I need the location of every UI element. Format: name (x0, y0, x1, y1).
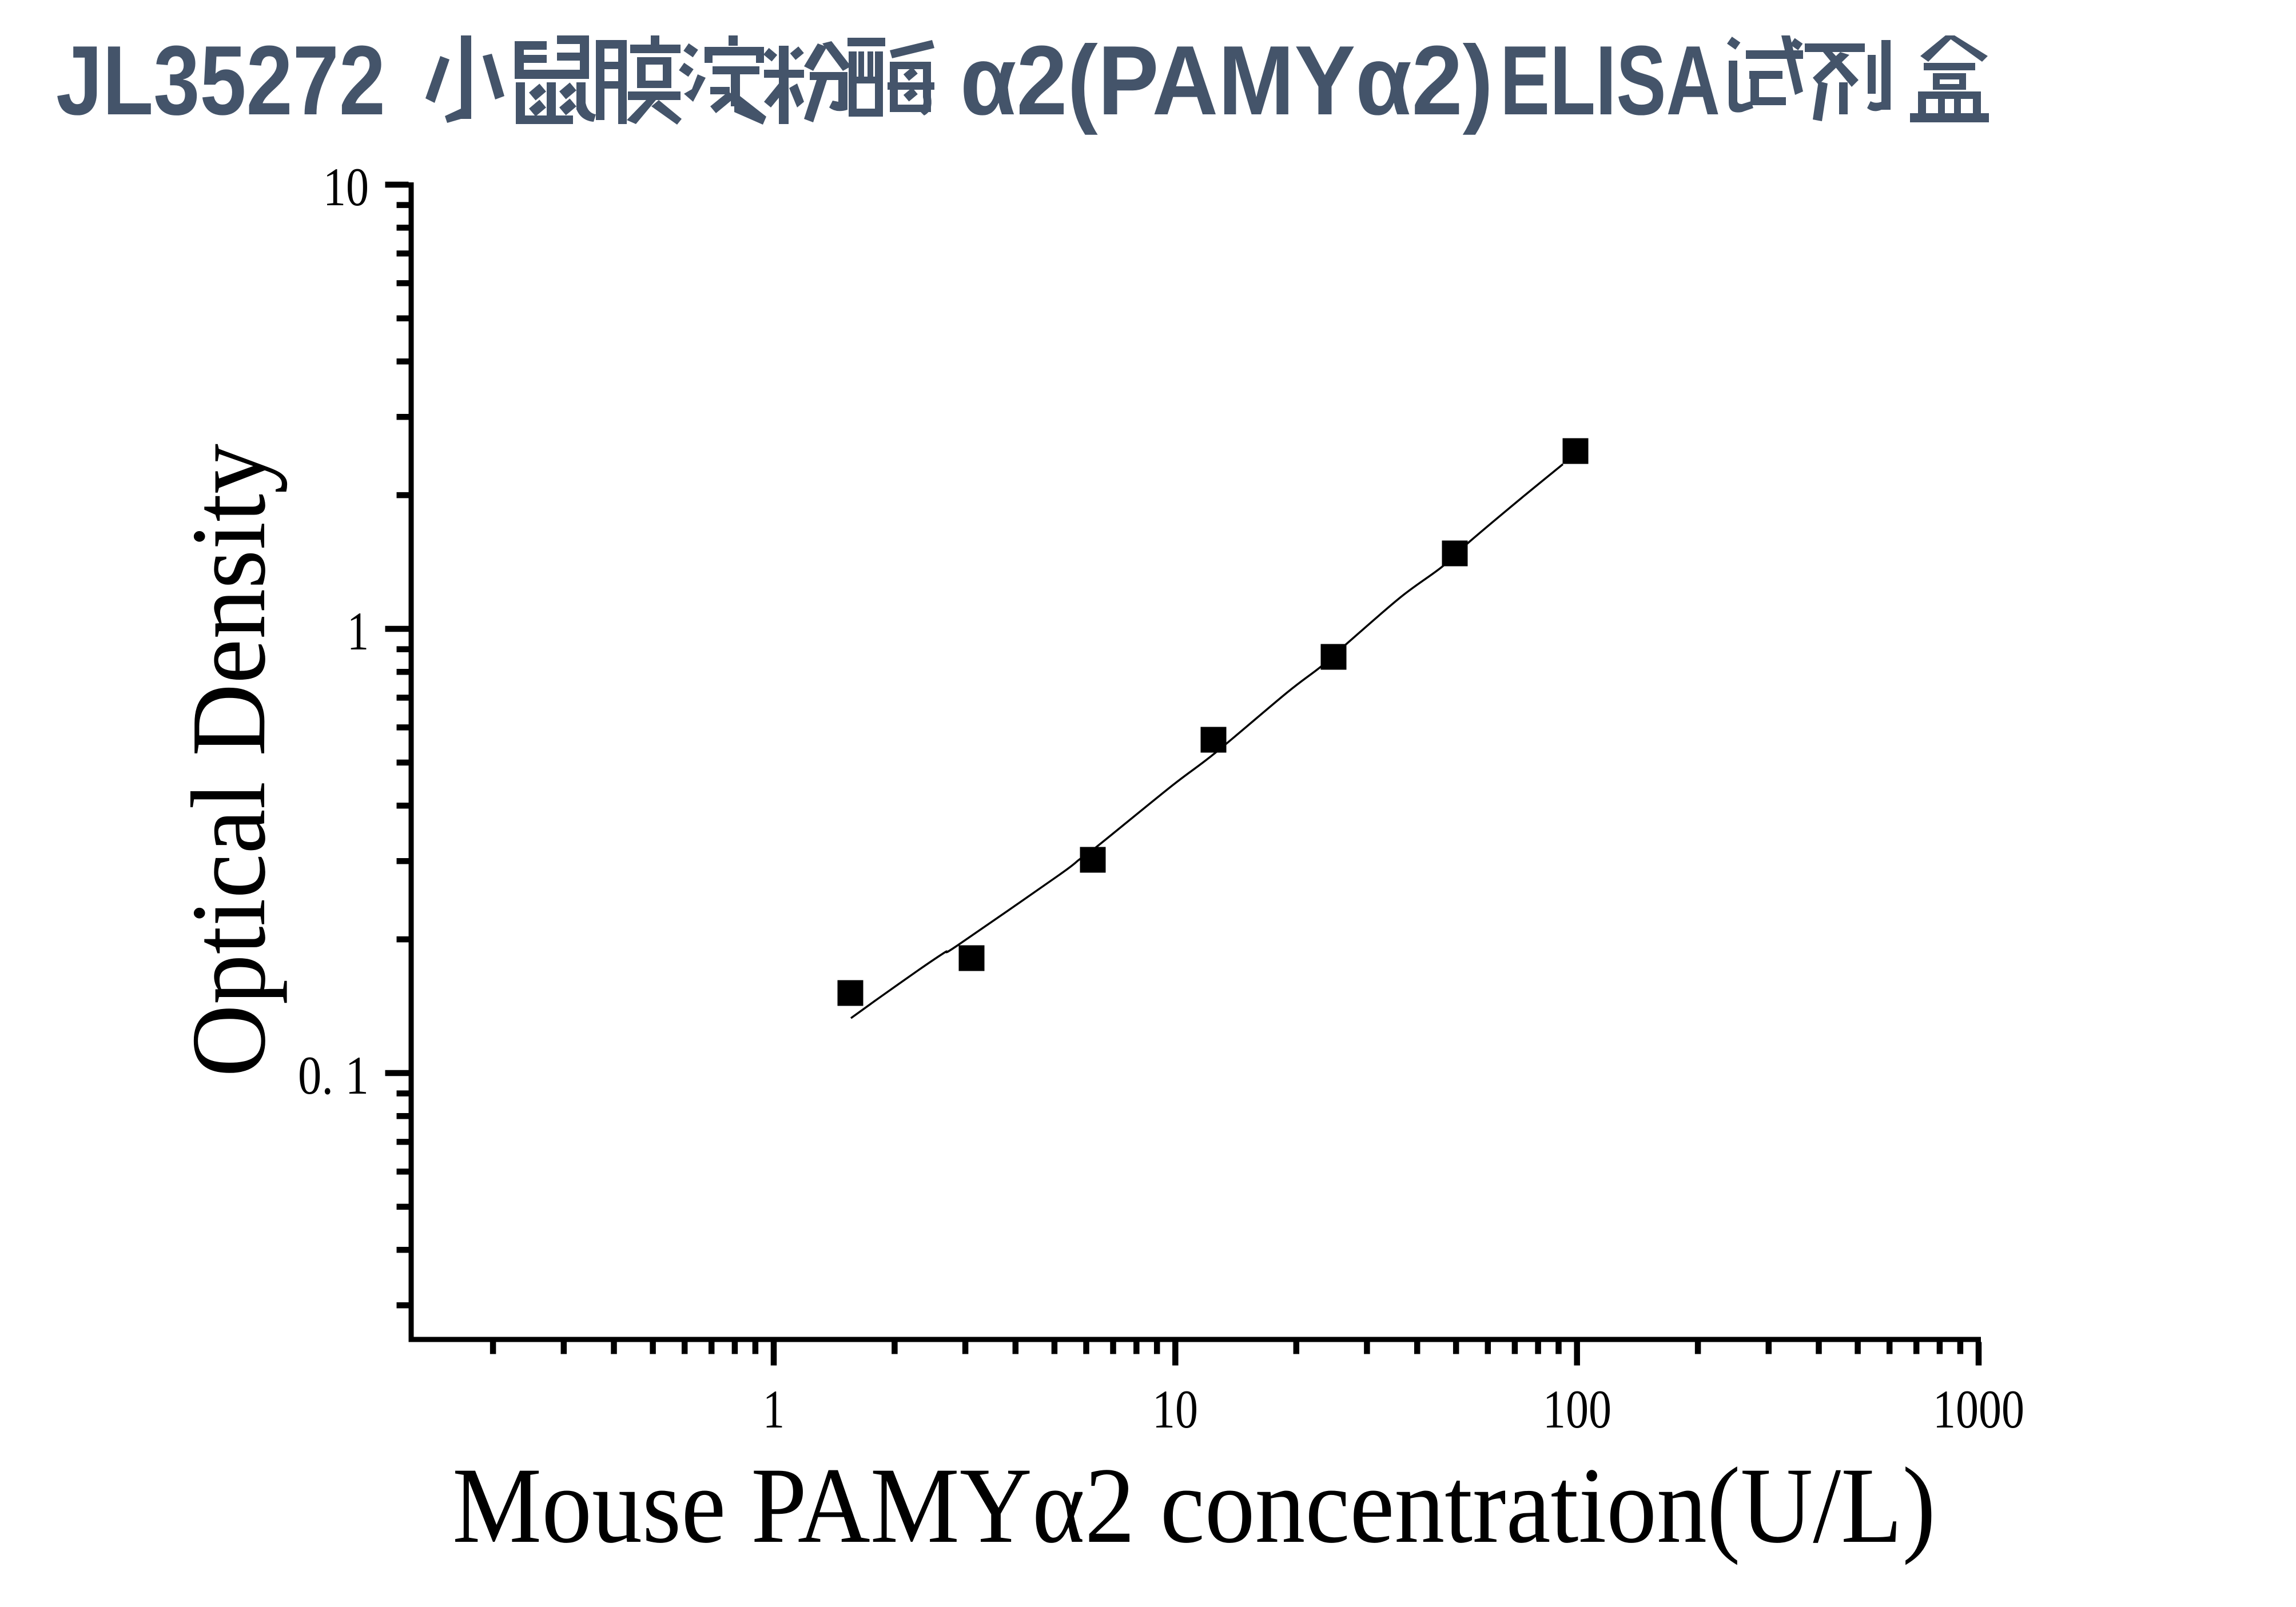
svg-text:Mouse PAMYα2 concentration(U/L: Mouse PAMYα2 concentration(U/L) (452, 1446, 1936, 1566)
svg-text:ELISA: ELISA (1500, 26, 1720, 135)
svg-text:α2(PAMYα2): α2(PAMYα2) (960, 26, 1493, 135)
svg-text:JL35272: JL35272 (56, 26, 385, 135)
svg-text:1: 1 (763, 1379, 785, 1439)
svg-text:1: 1 (347, 601, 369, 661)
svg-text:1000: 1000 (1933, 1379, 2024, 1439)
svg-text:Optical Density: Optical Density (170, 444, 288, 1077)
svg-text:10: 10 (1152, 1379, 1198, 1439)
svg-text:0. 1: 0. 1 (298, 1045, 369, 1106)
svg-text:10: 10 (323, 157, 369, 217)
svg-text:100: 100 (1543, 1379, 1611, 1439)
